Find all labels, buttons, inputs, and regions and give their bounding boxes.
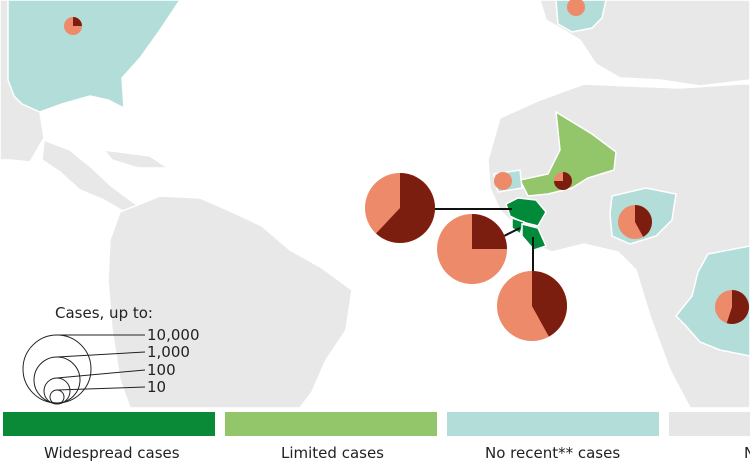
- land-caribbean: [102, 149, 171, 169]
- legend-label-widespread: Widespread cases: [44, 444, 180, 462]
- pie-mali: [554, 172, 572, 190]
- pie-deaths-liberia: [532, 271, 567, 337]
- color-legend: Widespread cases Limited cases No recent…: [0, 412, 750, 464]
- size-label-10000: 10,000: [147, 326, 200, 344]
- pie-usa: [64, 17, 82, 35]
- legend-label-no-recent: No recent** cases: [485, 444, 621, 462]
- world-map: Cases, up to: 10,000 1,000 100 10: [0, 0, 750, 408]
- legend-swatch-none: [669, 412, 750, 436]
- size-label-100: 100: [147, 361, 176, 379]
- size-label-1000: 1,000: [147, 343, 190, 361]
- pie-cases-spain: [567, 0, 585, 16]
- legend-label-limited: Limited cases: [281, 444, 385, 462]
- size-leader-1000: [56, 351, 146, 358]
- size-legend-title: Cases, up to:: [55, 304, 153, 322]
- pie-deaths-sierra-leone: [472, 214, 507, 249]
- case-pies: [64, 0, 749, 341]
- pie-spain: [567, 0, 585, 16]
- country-mali: [518, 110, 617, 197]
- size-label-10: 10: [147, 378, 166, 396]
- pie-cases-senegal: [494, 172, 512, 190]
- pie-deaths-guinea: [376, 173, 436, 244]
- size-leader-10: [56, 386, 146, 391]
- legend-swatch-no-recent: [447, 412, 659, 436]
- legend-swatch-limited: [225, 412, 437, 436]
- pie-deaths-mali: [554, 172, 572, 190]
- legend-swatch-widespread: [3, 412, 215, 436]
- country-usa: [7, 0, 181, 113]
- land-south-america: [107, 195, 353, 408]
- size-legend: Cases, up to: 10,000 1,000 100 10: [22, 304, 200, 405]
- size-leader-100: [56, 369, 146, 379]
- pie-sierra-leone: [437, 214, 507, 284]
- pie-liberia: [497, 271, 567, 341]
- pie-deaths-drc: [726, 290, 749, 325]
- pie-connectors: [433, 208, 534, 272]
- connector-sierra-leone: [503, 227, 521, 237]
- pie-nigeria: [618, 205, 653, 239]
- pie-deaths-usa: [73, 17, 82, 26]
- pie-senegal: [494, 172, 512, 190]
- pie-deaths-nigeria: [635, 205, 653, 237]
- country-drc: [674, 245, 750, 357]
- pie-guinea: [365, 173, 436, 244]
- pie-drc: [715, 290, 749, 325]
- legend-label-none: N: [744, 444, 750, 462]
